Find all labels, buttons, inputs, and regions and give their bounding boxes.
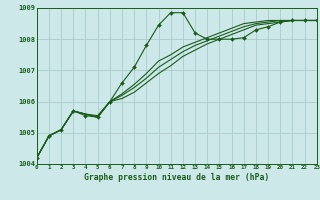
X-axis label: Graphe pression niveau de la mer (hPa): Graphe pression niveau de la mer (hPa)	[84, 173, 269, 182]
